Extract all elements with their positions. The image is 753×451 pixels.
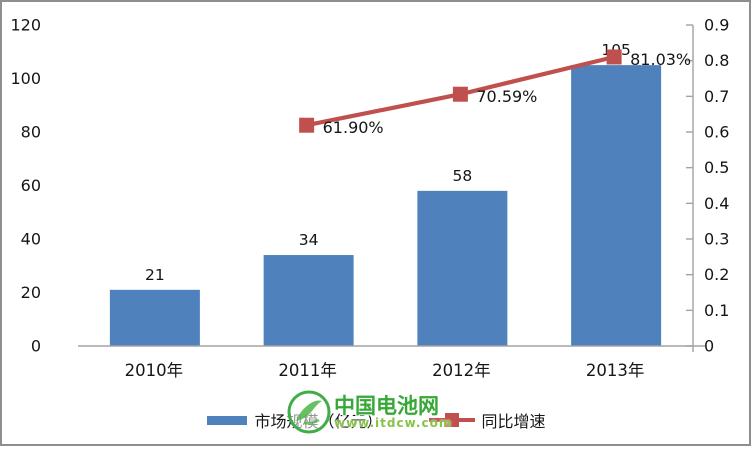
left-axis-tick-label: 100 — [10, 69, 41, 88]
left-axis-tick-label: 0 — [31, 337, 41, 356]
x-axis-category-label: 2012年 — [432, 361, 491, 380]
right-axis-tick-label: 0.3 — [704, 230, 729, 249]
left-axis-tick-label: 40 — [21, 230, 41, 249]
line-series-swatch — [428, 413, 475, 427]
bar-2010年 — [109, 289, 200, 346]
right-axis-tick-label: 0.7 — [704, 87, 729, 106]
right-axis-tick-label: 0.4 — [704, 194, 729, 213]
right-axis-tick-label: 0.5 — [704, 158, 729, 177]
right-axis-tick-label: 0.9 — [704, 16, 729, 35]
right-axis-tick-label: 0.1 — [704, 301, 729, 320]
right-axis-tick-label: 0 — [704, 337, 714, 356]
right-axis-tick-label: 0.8 — [704, 51, 729, 70]
growth-line-marker — [452, 86, 468, 102]
left-axis-tick-label: 60 — [21, 176, 41, 195]
bar-2013年 — [571, 65, 662, 346]
left-axis-tick-label: 20 — [21, 283, 41, 302]
bar-value-label: 58 — [453, 167, 473, 185]
left-axis-tick-label: 80 — [21, 123, 41, 142]
line-swatch-marker — [444, 413, 459, 427]
growth-value-label: 61.90% — [323, 118, 384, 137]
left-axis-tick-label: 120 — [10, 16, 41, 35]
x-axis-category-label: 2010年 — [125, 361, 184, 380]
right-axis-tick-label: 0.6 — [704, 123, 729, 142]
line-series-label: 同比增速 — [481, 412, 546, 431]
growth-value-label: 81.03% — [630, 50, 691, 69]
bar-value-label: 21 — [145, 266, 165, 284]
right-axis-tick-label: 0.2 — [704, 265, 729, 284]
x-axis-category-label: 2013年 — [586, 361, 645, 380]
bar-series-label: 市场规模（亿元） — [254, 412, 383, 431]
bar-2011年 — [263, 255, 354, 346]
legend: 市场规模（亿元） 同比增速 — [0, 404, 753, 436]
growth-value-label: 70.59% — [476, 87, 537, 106]
bar-value-label: 34 — [299, 231, 319, 249]
bar-series-swatch — [207, 415, 248, 425]
x-axis-category-label: 2011年 — [278, 361, 337, 380]
bar-2012年 — [417, 190, 508, 346]
growth-line-marker — [606, 49, 622, 65]
growth-line-marker — [299, 117, 315, 133]
